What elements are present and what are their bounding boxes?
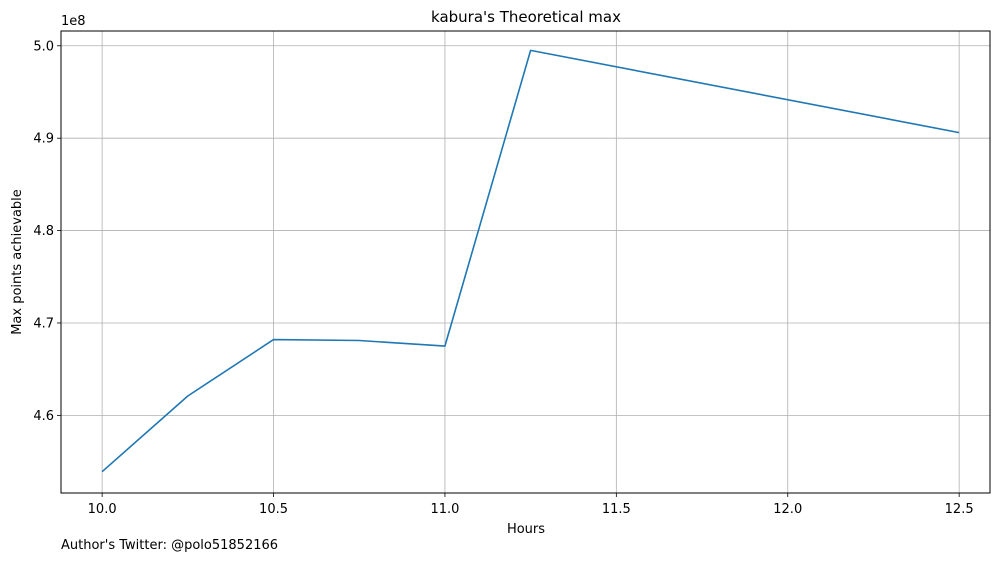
author-footnote: Author's Twitter: @polo51852166 (61, 538, 279, 553)
grid (61, 31, 990, 493)
y-axis: 4.6 4.7 4.8 4.9 5.0 (33, 39, 61, 424)
x-tick-label: 11.5 (602, 502, 631, 517)
x-tick-label: 12.5 (945, 502, 974, 517)
y-offset-label: 1e8 (61, 14, 86, 29)
series-line (101, 49, 960, 473)
x-axis: 10.0 10.5 11.0 11.5 12.0 12.5 (88, 493, 974, 517)
y-tick-label: 5.0 (33, 39, 54, 54)
series-layer (101, 49, 960, 473)
plot-area-frame (60, 30, 991, 494)
chart-title: kabura's Theoretical max (431, 8, 621, 26)
x-tick-label: 10.0 (88, 502, 117, 517)
y-axis-label: Max points achievable (10, 189, 25, 335)
y-tick-label: 4.6 (33, 409, 54, 424)
x-tick-label: 11.0 (430, 502, 459, 517)
x-tick-label: 12.0 (773, 502, 802, 517)
x-tick-label: 10.5 (259, 502, 288, 517)
x-axis-label: Hours (507, 522, 545, 537)
y-tick-label: 4.7 (33, 316, 54, 331)
y-tick-label: 4.8 (33, 224, 54, 239)
y-tick-label: 4.9 (33, 132, 54, 147)
